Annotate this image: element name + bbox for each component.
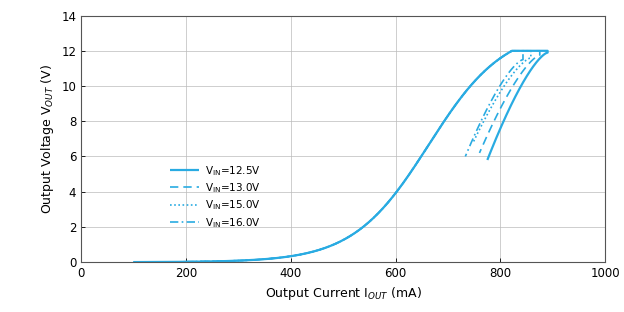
V$_{\mathregular{IN}}$=13.0V (505, 90, 513, 94)
V$_{\mathregular{IN}}$=16.0V (130, 260, 137, 264)
V$_{\mathregular{IN}}$=16.0V (513, 62, 520, 66)
Line: V$_{\mathregular{IN}}$=15.0V: V$_{\mathregular{IN}}$=15.0V (134, 51, 531, 262)
Line: V$_{\mathregular{IN}}$=13.0V: V$_{\mathregular{IN}}$=13.0V (134, 51, 540, 262)
Line: V$_{\mathregular{IN}}$=16.0V: V$_{\mathregular{IN}}$=16.0V (134, 51, 523, 262)
Y-axis label: Output Voltage V$_{OUT}$ (V): Output Voltage V$_{OUT}$ (V) (39, 64, 56, 214)
V$_{\mathregular{IN}}$=13.0V (488, 124, 495, 128)
V$_{\mathregular{IN}}$=15.0V (498, 88, 505, 92)
V$_{\mathregular{IN}}$=13.0V (508, 49, 515, 53)
V$_{\mathregular{IN}}$=16.0V (462, 154, 469, 158)
V$_{\mathregular{IN}}$=16.0V (508, 49, 515, 53)
V$_{\mathregular{IN}}$=13.0V (339, 238, 347, 242)
V$_{\mathregular{IN}}$=15.0V (292, 254, 300, 257)
V$_{\mathregular{IN}}$=13.0V (316, 248, 324, 251)
V$_{\mathregular{IN}}$=16.0V (490, 95, 497, 98)
Legend: V$_{\mathregular{IN}}$=12.5V, V$_{\mathregular{IN}}$=13.0V, V$_{\mathregular{IN}: V$_{\mathregular{IN}}$=12.5V, V$_{\mathr… (170, 164, 260, 230)
V$_{\mathregular{IN}}$=15.0V (469, 140, 477, 144)
V$_{\mathregular{IN}}$=15.0V (316, 248, 324, 251)
V$_{\mathregular{IN}}$=12.5V (513, 92, 520, 95)
Line: V$_{\mathregular{IN}}$=12.5V: V$_{\mathregular{IN}}$=12.5V (134, 51, 548, 262)
V$_{\mathregular{IN}}$=15.0V (521, 59, 529, 63)
V$_{\mathregular{IN}}$=12.5V (316, 248, 324, 251)
V$_{\mathregular{IN}}$=12.5V (292, 254, 300, 257)
V$_{\mathregular{IN}}$=12.5V (339, 238, 347, 242)
V$_{\mathregular{IN}}$=15.0V (508, 49, 515, 53)
V$_{\mathregular{IN}}$=15.0V (339, 238, 347, 242)
V$_{\mathregular{IN}}$=12.5V (484, 158, 491, 162)
V$_{\mathregular{IN}}$=16.0V (473, 128, 480, 132)
V$_{\mathregular{IN}}$=15.0V (481, 117, 489, 121)
V$_{\mathregular{IN}}$=12.5V (130, 260, 137, 264)
V$_{\mathregular{IN}}$=12.5V (508, 49, 515, 53)
V$_{\mathregular{IN}}$=16.0V (316, 248, 324, 251)
V$_{\mathregular{IN}}$=13.0V (475, 151, 483, 155)
V$_{\mathregular{IN}}$=13.0V (530, 57, 537, 61)
V$_{\mathregular{IN}}$=13.0V (292, 254, 300, 257)
V$_{\mathregular{IN}}$=12.5V (537, 55, 545, 59)
V$_{\mathregular{IN}}$=16.0V (292, 254, 300, 257)
V$_{\mathregular{IN}}$=12.5V (495, 129, 503, 133)
V$_{\mathregular{IN}}$=13.0V (130, 260, 137, 264)
V$_{\mathregular{IN}}$=15.0V (130, 260, 137, 264)
V$_{\mathregular{IN}}$=16.0V (339, 238, 347, 242)
X-axis label: Output Current I$_{OUT}$ (mA): Output Current I$_{OUT}$ (mA) (265, 285, 422, 303)
